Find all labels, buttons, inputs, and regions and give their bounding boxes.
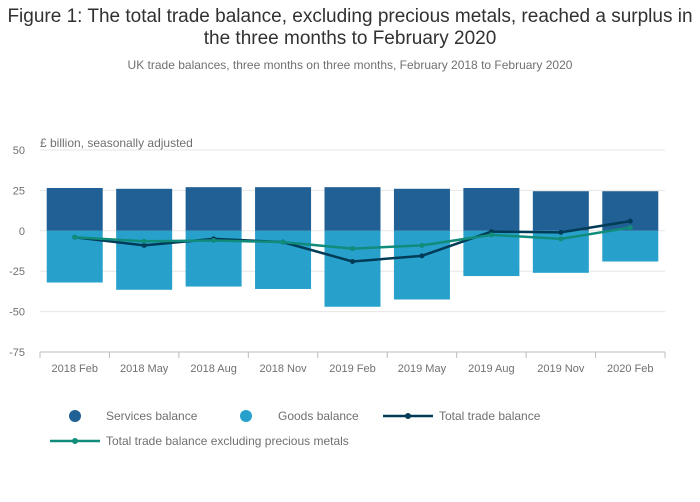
bar-goods-balance [393,230,450,300]
point-total-trade-balance [141,242,147,248]
legend-swatch-point-total-trade-balance-excluding-precious-metals [72,438,78,444]
point-total-trade-balance-excluding-precious-metals [419,242,425,248]
y-tick-label: 0 [19,226,25,238]
bar-goods-balance [324,230,381,307]
point-total-trade-balance [350,259,355,265]
legend-label-total-trade-balance-excluding-precious-metals: Total trade balance excluding precious m… [106,434,349,448]
y-tick-label: -50 [9,307,25,319]
legend-swatch-point-total-trade-balance [405,413,411,419]
chart-subtitle: UK trade balances, three months on three… [127,58,573,72]
legend-label-goods-balance: Goods balance [278,409,359,423]
point-total-trade-balance-excluding-precious-metals [488,232,494,238]
legend-label-services-balance: Services balance [106,409,198,423]
y-axis-unit-label: £ billion, seasonally adjusted [40,136,193,150]
point-total-trade-balance-excluding-precious-metals [558,236,564,242]
y-tick-label: -75 [9,347,25,359]
point-total-trade-balance [558,229,564,235]
bar-services-balance [532,191,589,231]
y-tick-label: -25 [9,266,25,278]
lines [72,218,633,265]
x-tick-label: 2018 Feb [51,363,97,375]
y-tick-label: 50 [13,145,25,157]
x-tick-label: 2018 Nov [260,363,308,375]
legend-swatch-services-balance [69,410,81,422]
x-tick-label: 2020 Feb [607,363,653,375]
bar-services-balance [324,187,381,231]
bar-goods-balance [602,230,659,262]
x-axis: 2018 Feb 2018 May 2018 Aug 2018 Nov 2019 Feb… [39,351,666,375]
chart-title: Figure 1: The total trade balance, exclu… [7,6,693,49]
point-total-trade-balance-excluding-precious-metals [350,246,355,252]
point-total-trade-balance-excluding-precious-metals [211,237,217,243]
bar-goods-balance [255,230,312,289]
bar-services-balance [463,187,520,231]
legend-label-total-trade-balance: Total trade balance [439,409,541,423]
bar-services-balance [393,188,450,231]
point-total-trade-balance-excluding-precious-metals [280,239,286,245]
point-total-trade-balance-excluding-precious-metals [627,225,633,231]
y-axis-ticks: 50 25 0 -25 -50 -75 [9,145,25,359]
point-total-trade-balance [419,253,425,259]
legend-swatch-goods-balance [240,410,252,422]
point-total-trade-balance-excluding-precious-metals [141,238,147,244]
point-total-trade-balance-excluding-precious-metals [72,234,78,240]
legend: Services balance Goods balance Total trade… [50,409,541,448]
x-tick-label: 2019 Aug [468,363,515,375]
x-tick-label: 2019 Nov [537,363,585,375]
x-tick-label: 2019 Feb [329,363,375,375]
x-tick-label: 2018 May [120,363,169,375]
bar-services-balance [255,187,312,231]
bar-services-balance [116,188,173,231]
bar-services-balance [185,187,242,231]
point-total-trade-balance [627,218,633,224]
x-tick-label: 2018 Aug [190,363,237,375]
bar-services-balance [46,187,103,231]
y-tick-label: 25 [13,185,25,197]
x-tick-label: 2019 May [398,363,447,375]
